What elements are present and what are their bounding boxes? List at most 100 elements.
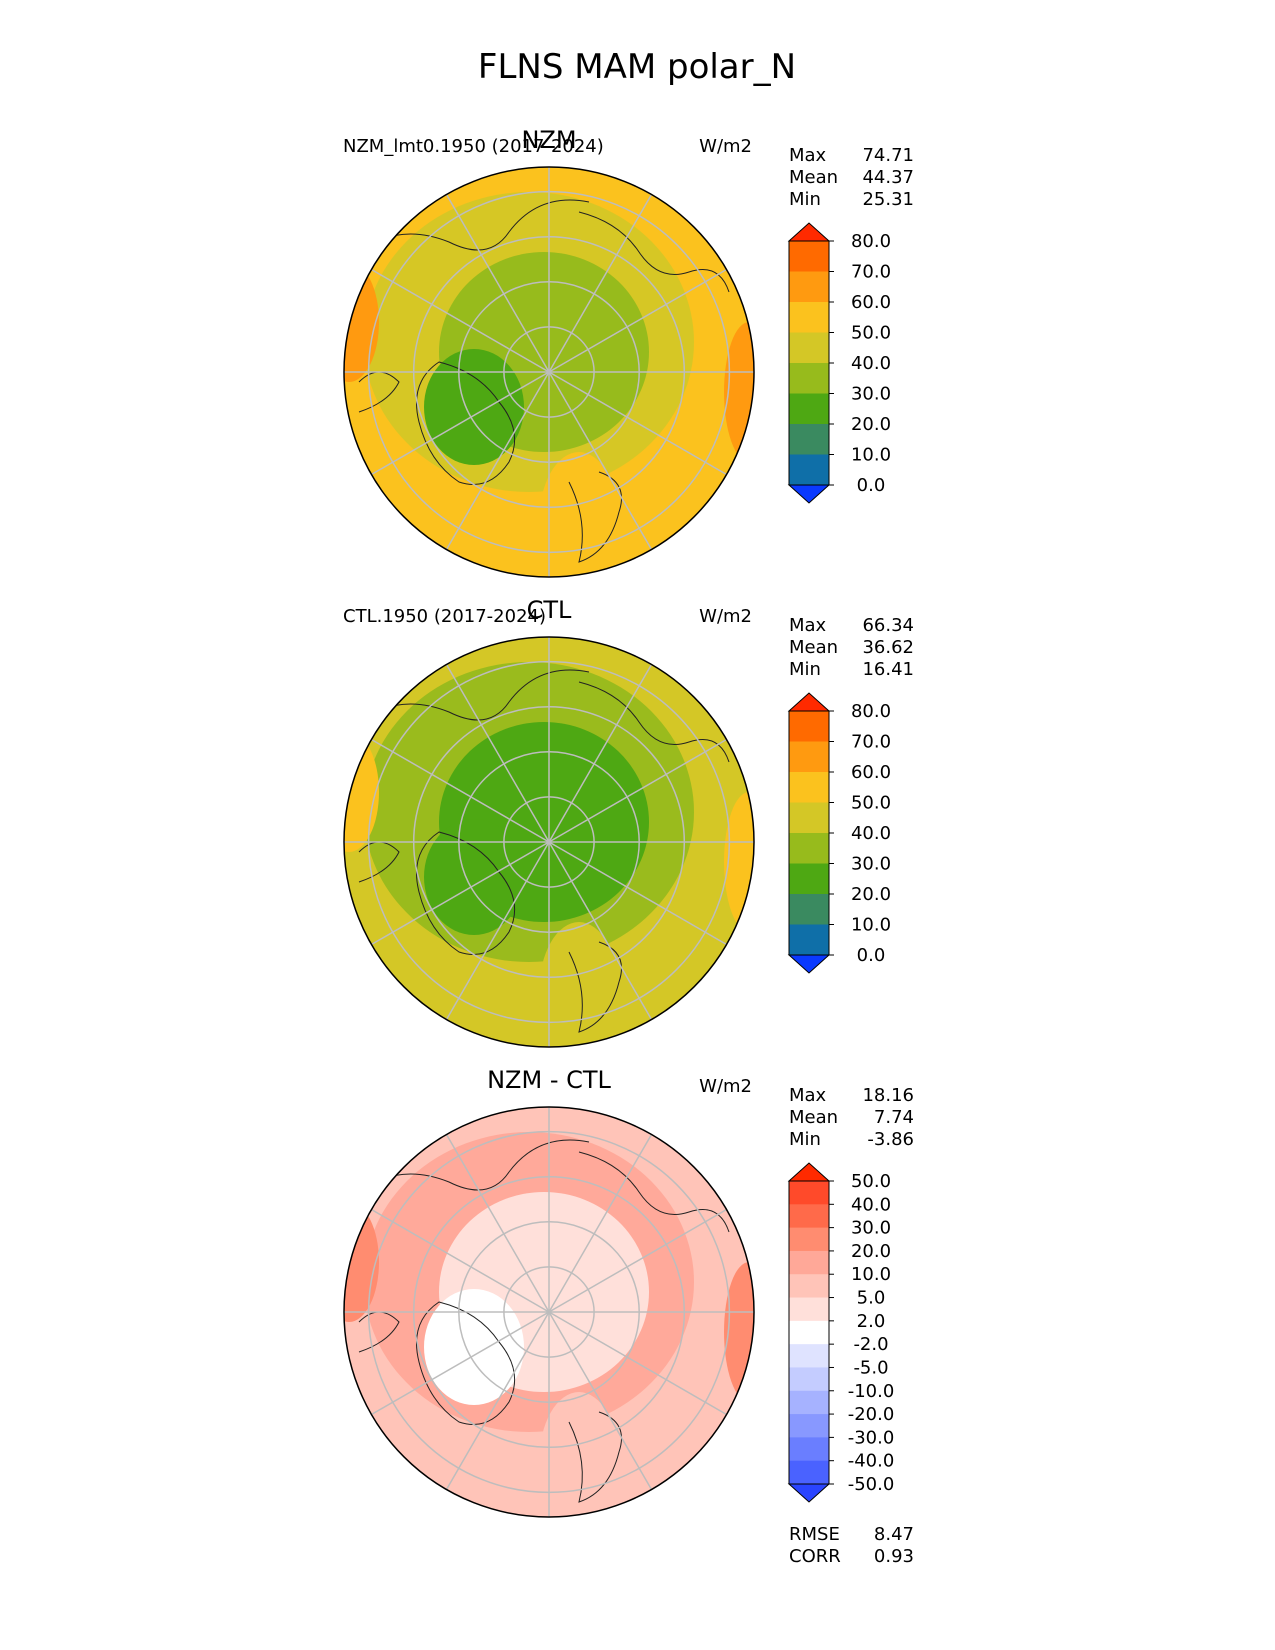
coastline-scandinavia (568, 1411, 622, 1503)
colorbar-segment (789, 302, 829, 333)
field-greenland (424, 819, 524, 935)
metric-value-rmse: 8.47 (874, 1524, 914, 1545)
coastline-scandinavia (568, 471, 622, 563)
colorbar-tick-label: 40.0 (851, 1194, 891, 1215)
colorbar-segment (789, 772, 829, 803)
metric-label-corr: CORR (789, 1546, 841, 1567)
panel-title: NZM (521, 126, 576, 154)
stat-label-max: Max (789, 145, 827, 166)
meridian-line (548, 841, 727, 946)
stat-label-mean: Mean (789, 637, 838, 658)
colorbar-tick-label: 50.0 (851, 323, 891, 344)
colorbar-tick-label: 30.0 (851, 854, 891, 875)
units-label: W/m2 (699, 606, 752, 627)
colorbar-tick-label: 50.0 (851, 1171, 891, 1192)
meridian-line (548, 1134, 653, 1313)
colorbar-tick-label: 40.0 (851, 823, 891, 844)
colorbar-tick-label: -40.0 (848, 1451, 895, 1472)
polar-map (344, 167, 754, 577)
colorbar-tick-label: 30.0 (851, 1218, 891, 1239)
meridian-line (371, 268, 550, 373)
coastline-alaska (358, 1311, 400, 1353)
stat-value-mean: 36.62 (862, 637, 914, 658)
colorbar-tick-label: 5.0 (857, 1288, 886, 1309)
coastline-canada (358, 199, 590, 253)
colorbar-tick-label: 20.0 (851, 1241, 891, 1262)
colorbar-tick-label: -10.0 (848, 1381, 895, 1402)
metric-label-rmse: RMSE (789, 1524, 840, 1545)
meridian-line (445, 1134, 550, 1313)
colorbar-tick-label: -5.0 (853, 1357, 888, 1378)
colorbar-segment (789, 1390, 829, 1415)
field-warm-west (344, 732, 379, 852)
colorbar-segment (789, 863, 829, 895)
colorbar-tick-label: 10.0 (851, 445, 891, 466)
field-warm-east (724, 792, 754, 932)
stat-value-min: 16.41 (862, 659, 914, 680)
colorbar-extend-min (787, 954, 831, 974)
colorbar-frame (788, 1180, 830, 1485)
stat-label-min: Min (789, 189, 821, 210)
stat-label-min: Min (789, 659, 821, 680)
colorbar-segment (789, 1414, 829, 1438)
meridian-line (445, 371, 550, 550)
colorbar-tick-label: 80.0 (851, 701, 891, 722)
colorbar-extend-max (787, 692, 831, 712)
field-greenland (424, 349, 524, 465)
panel-title: CTL (527, 596, 572, 624)
colorbar-segment (789, 924, 829, 956)
stat-label-min: Min (789, 1129, 821, 1150)
coastline-greenland (416, 1301, 516, 1425)
stat-label-mean: Mean (789, 167, 838, 188)
field-atlantic (539, 922, 619, 1047)
colorbar-segment (789, 1367, 829, 1392)
colorbar-tick-label: -30.0 (848, 1427, 895, 1448)
field-atlantic (539, 1392, 619, 1517)
figure-title: FLNS MAM polar_N (478, 47, 796, 87)
panel-subtitle: CTL.1950 (2017-2024) (343, 606, 546, 627)
colorbar-tick-label: 60.0 (851, 762, 891, 783)
coastline-canada (358, 1139, 590, 1193)
coastline-alaska (358, 371, 400, 413)
meridian-line (548, 371, 653, 550)
metric-value-corr: 0.93 (874, 1546, 914, 1567)
meridian-line (548, 1208, 727, 1313)
panels: NZM_lmt0.1950 (2017-2024)NZM W/m2 Max 74.71… (343, 126, 914, 1567)
graticule (344, 1107, 754, 1517)
colorbar-tick-label: 40.0 (851, 353, 891, 374)
meridian-line (371, 738, 550, 843)
colorbar-segment (789, 1437, 829, 1462)
meridian-line (445, 194, 550, 373)
meridian-line (548, 664, 653, 843)
colorbar-extend-min (787, 1483, 831, 1503)
stat-label-max: Max (789, 615, 827, 636)
coastline-alaska (358, 841, 400, 883)
colorbar-tick-label: 60.0 (851, 292, 891, 313)
colorbar-segment (789, 1274, 829, 1299)
colorbar-tick-label: 80.0 (851, 231, 891, 252)
coastline-siberia (578, 1151, 730, 1233)
graticule (344, 167, 754, 577)
coastline-canada (358, 669, 590, 723)
meridian-line (548, 371, 727, 476)
stat-value-mean: 44.37 (862, 167, 914, 188)
colorbar-extend-min (787, 484, 831, 504)
colorbar: 80.0 70.0 60.0 50.0 40.0 30.0 20.0 10.0 0.0 (787, 222, 891, 504)
meridian-line (548, 194, 653, 373)
colorbar-tick-label: 10.0 (851, 1264, 891, 1285)
colorbar-segment (789, 1297, 829, 1322)
coastline-scandinavia (568, 941, 622, 1033)
meridian-line (445, 1311, 550, 1490)
colorbar-tick-label: -20.0 (848, 1404, 895, 1425)
colorbar-segment (789, 1250, 829, 1275)
meridian-line (371, 371, 550, 476)
colorbar-segment (789, 271, 829, 303)
colorbar-segment (789, 454, 829, 486)
field-warm-west (344, 262, 379, 382)
stat-value-min: 25.31 (862, 189, 914, 210)
graticule (344, 637, 754, 1047)
colorbar-segment (789, 1320, 829, 1345)
colorbar-tick-label: 0.0 (857, 945, 886, 966)
colorbar-tick-label: 30.0 (851, 384, 891, 405)
coastline-greenland (416, 361, 516, 485)
